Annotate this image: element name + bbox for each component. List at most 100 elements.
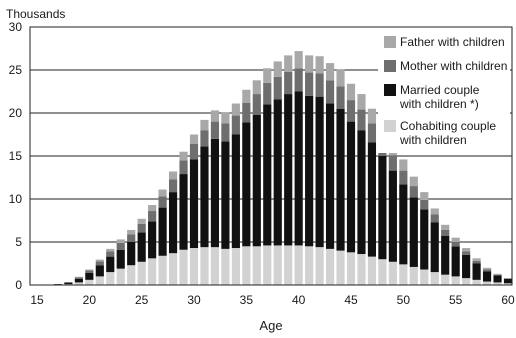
bar-age-31-series-1 [200,146,209,248]
bar-age-23-series-0 [116,268,125,285]
bar-age-56-series-1 [462,254,471,279]
bar-age-29-series-1 [179,174,188,250]
bar-age-30-series-3 [189,134,199,144]
y-tick-label-15: 15 [9,149,23,163]
bar-age-27-series-0 [158,255,167,285]
bar-age-28-series-1 [168,192,178,254]
bar-age-23-series-2 [116,242,125,250]
x-tick-label-45: 45 [344,293,358,307]
x-tick-label-55: 55 [449,293,463,307]
bar-age-54-series-1 [441,235,450,275]
bar-age-46-series-1 [357,130,366,255]
bar-age-24-series-2 [127,234,136,242]
axes [29,26,513,286]
bar-age-57-series-1 [472,263,481,280]
bar-age-53-series-2 [430,214,439,223]
bar-age-35-series-0 [242,246,251,285]
bar-age-44-series-3 [336,69,345,87]
bar-age-21-series-2 [95,261,104,266]
legend-item-1: Married couple with children *) [384,83,480,111]
bar-age-50-series-1 [399,184,408,265]
bar-age-25-series-2 [137,223,146,233]
bar-age-32-series-3 [210,110,220,122]
bar-age-46-series-3 [357,94,366,110]
bar-age-47-series-2 [367,123,377,143]
bar-age-36-series-0 [252,246,261,285]
bar-age-43-series-0 [325,248,335,285]
bar-age-38-series-0 [273,245,282,285]
bar-age-48-series-1 [378,156,387,260]
bar-age-22-series-0 [106,272,115,285]
legend-swatch-0 [384,120,396,132]
bar-age-49-series-1 [388,170,397,262]
bar-age-33-series-0 [221,248,230,285]
bar-age-20-series-2 [85,270,94,273]
bar-age-47-series-1 [367,142,377,257]
bar-age-24-series-3 [127,229,136,235]
bar-age-36-series-1 [252,114,261,247]
bar-age-24-series-1 [127,242,136,266]
bar-age-46-series-2 [357,109,366,131]
bar-age-43-series-2 [325,80,335,104]
legend-background [378,29,510,153]
bar-age-55-series-2 [451,242,460,247]
bar-age-45-series-0 [346,252,356,285]
x-tick-label-35: 35 [240,293,254,307]
legend-label-1: Married couple with children *) [399,83,480,111]
bar-age-57-series-0 [472,279,481,285]
bar-age-58-series-2 [482,269,492,272]
x-tick-label-25: 25 [135,293,149,307]
bar-age-57-series-3 [472,258,481,261]
y-tick-label-10: 10 [9,192,23,206]
bar-age-40-series-2 [294,68,303,92]
x-tick-label-50: 50 [397,293,411,307]
bar-age-25-series-1 [137,232,146,262]
y-tick-label-30: 30 [9,20,23,34]
bar-age-32-series-2 [210,121,220,139]
bar-age-37-series-3 [263,68,272,83]
bar-age-55-series-0 [451,276,460,285]
bar-age-45-series-2 [346,100,356,122]
legend-swatch-2 [384,60,396,72]
bars [53,51,513,285]
bar-age-21-series-3 [95,259,104,262]
bar-age-48-series-0 [378,259,387,285]
bar-age-43-series-3 [325,63,335,81]
bar-age-51-series-1 [409,197,418,267]
x-tick-label-60: 60 [501,293,515,307]
bar-age-34-series-3 [231,103,240,116]
x-axis-label: Age [259,318,282,333]
bar-age-58-series-0 [482,281,492,285]
bar-age-41-series-1 [305,95,314,247]
plot-frame [29,26,513,286]
bar-age-29-series-2 [179,160,188,175]
bar-age-44-series-2 [336,86,345,109]
bar-age-18-series-2 [64,281,73,283]
bar-age-38-series-3 [273,61,282,77]
bar-age-26-series-1 [148,221,157,259]
bar-age-36-series-3 [252,80,261,95]
bar-age-29-series-3 [179,151,188,161]
bar-age-21-series-1 [95,265,104,277]
bar-age-37-series-0 [263,245,272,285]
bar-age-39-series-0 [284,245,293,285]
bar-age-45-series-3 [346,83,356,101]
bar-age-59-series-0 [493,282,502,285]
bar-age-50-series-0 [399,264,408,285]
bar-age-41-series-2 [305,72,314,96]
bar-age-20-series-3 [85,269,94,271]
bar-age-42-series-1 [315,96,324,248]
bar-age-55-series-1 [451,246,460,277]
bar-age-30-series-0 [189,248,199,285]
legend: Father with children Mother with children… [378,29,510,153]
bar-age-32-series-1 [210,138,220,248]
legend-label-2: Mother with children [400,59,507,73]
bar-age-18-series-1 [64,282,73,285]
bar-age-40-series-1 [294,91,303,246]
bar-age-20-series-0 [85,279,94,285]
bar-age-34-series-0 [231,248,240,285]
bar-age-26-series-3 [148,205,157,212]
bar-age-56-series-0 [462,278,471,285]
bar-age-59-series-1 [493,275,502,283]
bar-age-56-series-2 [462,251,471,255]
